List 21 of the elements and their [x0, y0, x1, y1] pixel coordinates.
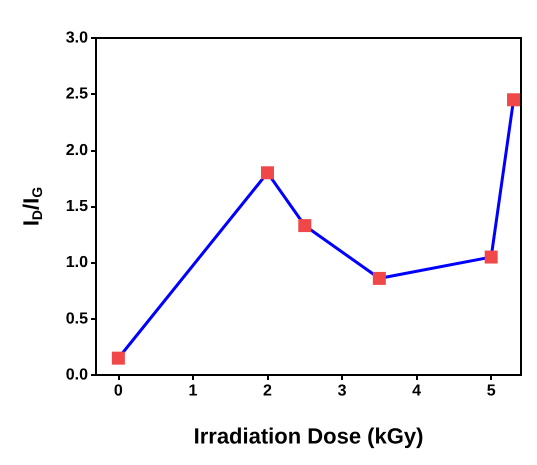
point [484, 250, 498, 264]
x-tick-label: 4 [412, 382, 422, 400]
x-axis-title: Irradiation Dose (kGy) [194, 424, 424, 448]
x-tick-label: 3 [338, 382, 347, 400]
point [298, 219, 312, 232]
x-tick-label: 2 [263, 382, 272, 400]
y-axis-title: ID/IG [18, 186, 45, 226]
x-tick-label: 0 [114, 382, 123, 400]
x-tick-label: 5 [486, 382, 496, 400]
y-tick-label: 0.5 [66, 310, 88, 328]
x-tick-label: 1 [188, 382, 198, 400]
point [372, 272, 386, 285]
y-tick-label: 2.0 [66, 142, 88, 159]
point [112, 352, 125, 365]
point [260, 166, 274, 180]
point [507, 93, 520, 106]
y-tick-label: 2.5 [66, 86, 88, 103]
y-tick-label: 1.5 [66, 198, 88, 215]
y-tick-label: 1.0 [66, 254, 88, 272]
y-tick-label: 3.0 [66, 30, 88, 46]
y-tick-label: 0.0 [66, 366, 88, 384]
